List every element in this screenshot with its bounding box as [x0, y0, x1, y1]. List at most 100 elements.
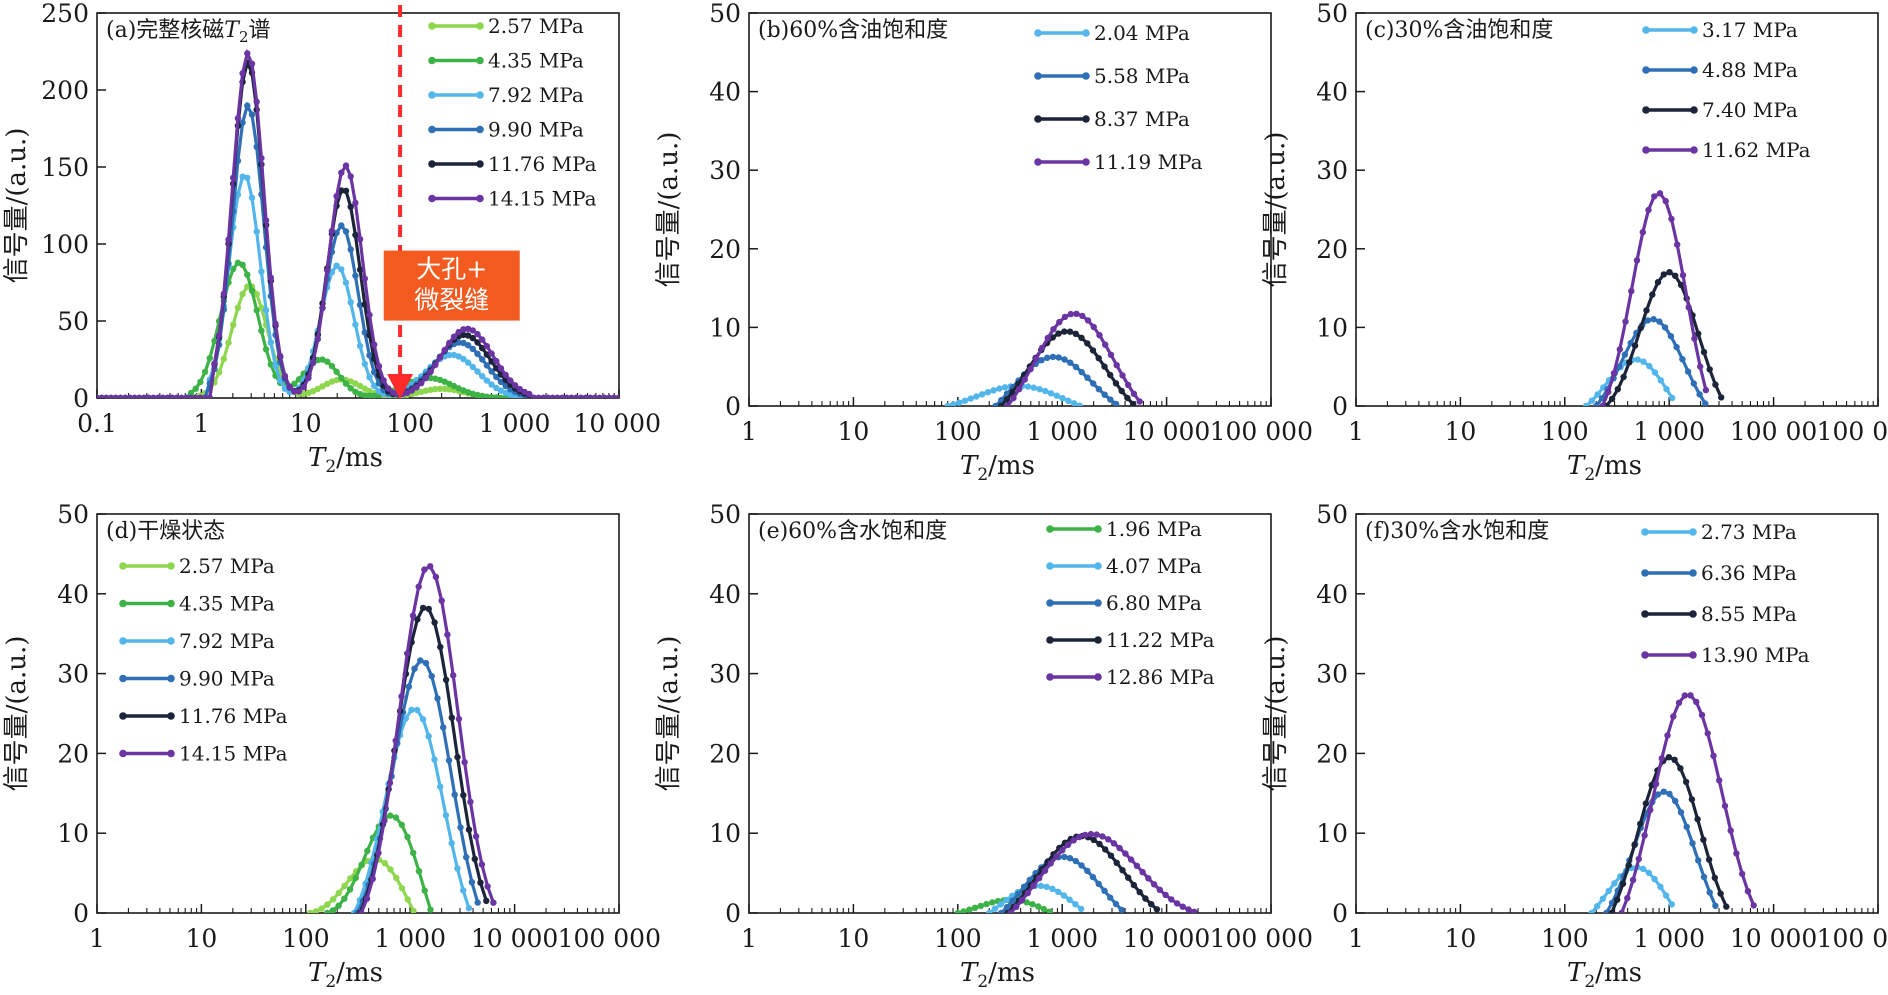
data-point: [1179, 903, 1187, 910]
y-tick-label: 20: [1316, 235, 1348, 264]
data-point: [488, 358, 495, 365]
data-point: [507, 377, 514, 384]
data-point: [1047, 390, 1055, 397]
data-point: [1084, 374, 1091, 381]
data-point: [319, 304, 326, 311]
data-point: [192, 394, 199, 398]
y-tick-label: 10: [709, 819, 741, 848]
legend-marker: [167, 599, 175, 608]
x-tick-label: 1: [89, 924, 105, 953]
legend-label: 2.73 MPa: [1701, 520, 1797, 544]
data-point: [1070, 400, 1078, 406]
data-point: [596, 394, 603, 398]
data-point: [1064, 841, 1072, 848]
data-point: [1059, 395, 1066, 402]
legend-marker: [119, 749, 127, 758]
data-point: [1739, 870, 1746, 878]
legend-marker: [1094, 599, 1102, 607]
data-point: [573, 394, 580, 398]
data-point: [385, 385, 392, 392]
data-point: [1038, 357, 1045, 364]
panel-b: 0 10 20 30 40 50 1 10 100 1 000 10 000 100 000 T2/ms…: [654, 0, 1313, 485]
data-point: [1139, 868, 1146, 876]
data-point: [1053, 392, 1061, 399]
data-point: [1072, 857, 1080, 865]
legend-marker: [1034, 115, 1042, 123]
data-point: [1101, 363, 1108, 370]
x-tick-label: 10 000: [574, 409, 661, 438]
y-tick-label: 50: [709, 500, 741, 529]
data-point: [1119, 372, 1126, 379]
data-point: [258, 327, 265, 334]
data-point: [1010, 394, 1017, 402]
data-point: [361, 385, 368, 392]
data-point: [286, 383, 293, 391]
legend-marker: [119, 599, 127, 608]
data-point: [1124, 394, 1131, 402]
data-point: [437, 783, 444, 790]
data-point: [347, 246, 354, 253]
data-point: [356, 301, 364, 308]
data-point: [493, 373, 500, 381]
data-point: [1639, 229, 1647, 236]
data-point: [342, 187, 350, 194]
legend-label: 6.36 MPa: [1701, 561, 1797, 585]
data-point: [1687, 692, 1694, 699]
data-point: [1656, 190, 1664, 197]
data-point: [460, 792, 467, 799]
legend-marker: [1690, 146, 1698, 154]
data-point: [225, 236, 232, 243]
legend-marker: [428, 194, 436, 203]
data-point: [1670, 713, 1677, 720]
data-point: [601, 394, 608, 398]
data-point: [1089, 347, 1097, 354]
legend-label: 14.15 MPa: [179, 742, 288, 766]
data-point: [295, 388, 303, 395]
data-point: [295, 376, 303, 383]
legend-marker: [167, 749, 175, 758]
data-point: [1035, 903, 1042, 910]
data-point: [1599, 895, 1607, 902]
legend-marker: [1046, 562, 1054, 570]
data-point: [1695, 330, 1702, 337]
data-point: [422, 659, 430, 667]
legend-marker: [1046, 525, 1054, 533]
data-point: [347, 203, 354, 210]
data-point: [1651, 875, 1658, 883]
data-point: [1639, 865, 1647, 872]
data-point: [448, 840, 455, 847]
data-point: [1712, 902, 1719, 909]
data-point: [341, 895, 348, 902]
data-point: [1113, 362, 1120, 369]
data-point: [986, 909, 993, 913]
data-point: [464, 359, 472, 366]
data-point: [347, 385, 354, 392]
data-point: [1096, 332, 1103, 339]
plot-frame: [1355, 513, 1879, 914]
series-line: [97, 101, 619, 398]
data-point: [239, 261, 246, 268]
legend-marker: [167, 712, 175, 720]
y-tick-label: 0: [1332, 899, 1348, 928]
legend-marker: [1094, 562, 1102, 570]
legend-label: 4.35 MPa: [179, 592, 275, 616]
data-point: [239, 119, 246, 126]
x-tick-label: 100 000: [1210, 924, 1313, 953]
data-point: [1142, 895, 1149, 902]
data-point: [422, 374, 430, 382]
data-point: [1694, 816, 1701, 823]
data-point: [1036, 386, 1043, 393]
data-point: [197, 394, 204, 398]
data-point: [272, 362, 279, 369]
legend-marker: [1642, 106, 1650, 114]
x-tick-label: 10: [837, 417, 869, 446]
x-tick-label: 1: [1348, 924, 1364, 953]
data-point: [1153, 906, 1161, 913]
data-point: [418, 380, 425, 387]
x-tick-label: 1 000: [1633, 924, 1705, 953]
y-tick-label: 0: [73, 899, 89, 928]
data-point: [1007, 909, 1014, 913]
y-tick-label: 200: [41, 76, 89, 105]
panel-title: (a)完整核磁T2谱: [106, 18, 271, 46]
